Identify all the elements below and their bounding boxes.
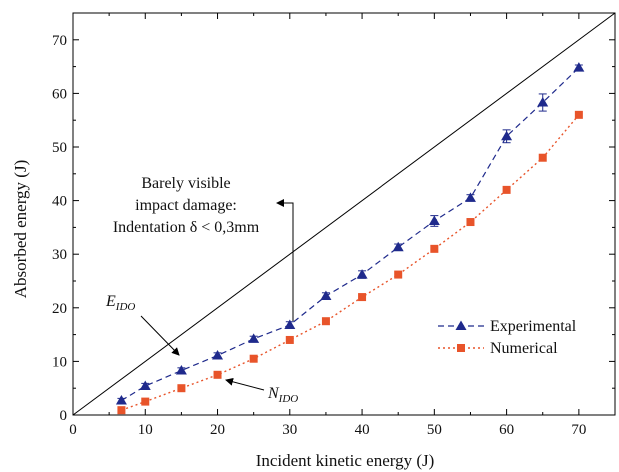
experimental-point — [428, 215, 440, 225]
experimental-point — [139, 380, 151, 391]
experimental-point — [320, 290, 332, 301]
x-axis-label: Incident kinetic energy (J) — [256, 451, 435, 470]
y-tick-label: 0 — [60, 408, 68, 424]
bvid-arrow — [276, 199, 294, 321]
eido-sub: IDO — [115, 301, 136, 313]
plot-frame — [72, 12, 616, 416]
y-tick-label: 30 — [52, 247, 67, 263]
y-tick-label: 20 — [52, 301, 67, 317]
y-axis-label: Absorbed energy (J) — [11, 160, 30, 298]
experimental-point — [464, 192, 476, 202]
experimental-point — [284, 319, 296, 329]
x-tick-label: 10 — [138, 422, 153, 438]
experimental-point — [212, 350, 224, 360]
x-tick-label: 20 — [210, 422, 225, 438]
x-tick-label: 30 — [282, 422, 297, 438]
x-tick-label: 70 — [571, 422, 586, 438]
reference-line — [72, 12, 616, 416]
experimental-point — [248, 333, 260, 343]
numerical-point — [141, 397, 150, 406]
experimental-point — [573, 62, 585, 72]
legend-numerical-label: Numerical — [490, 340, 558, 357]
y-tick-label: 10 — [52, 354, 67, 370]
nido-arrow — [225, 377, 265, 391]
numerical-point — [285, 335, 294, 344]
numerical-point — [538, 153, 547, 162]
numerical-point — [177, 384, 186, 393]
eido-label: EIDO — [105, 293, 135, 313]
experimental-point — [356, 269, 368, 279]
numerical-point — [394, 270, 403, 279]
bvid-annotation-line-1: Barely visible — [141, 175, 230, 192]
x-tick-label: 60 — [499, 422, 514, 438]
experimental-point — [175, 365, 187, 375]
x-tick-label: 0 — [69, 422, 77, 438]
numerical-point — [358, 293, 367, 302]
numerical-point — [213, 370, 222, 379]
nido-sub: IDO — [278, 393, 299, 405]
y-tick-label: 50 — [52, 140, 67, 156]
nido-main: N — [267, 385, 280, 402]
bvid-annotation-line-2: impact damage: — [135, 197, 237, 214]
y-tick-label: 60 — [52, 86, 67, 102]
legend: Experimental Numerical — [438, 318, 577, 357]
y-tick-label: 70 — [52, 33, 67, 49]
numerical-point — [466, 218, 475, 227]
eido-main: E — [105, 293, 116, 310]
series-numerical-line — [121, 114, 580, 411]
experimental-point — [392, 241, 404, 252]
numerical-point — [502, 185, 511, 194]
numerical-point — [430, 244, 439, 253]
nido-label: NIDO — [267, 385, 298, 405]
experimental-point — [501, 130, 513, 141]
x-tick-label: 40 — [355, 422, 370, 438]
legend-experimental-label: Experimental — [490, 318, 577, 335]
experimental-point — [537, 97, 549, 107]
series-experimental-line — [121, 67, 580, 402]
experimental-point — [115, 395, 127, 405]
numerical-point — [117, 406, 126, 415]
legend-experimental-marker — [455, 320, 467, 330]
numerical-point — [321, 317, 330, 326]
bvid-annotation-line-3: Indentation δ < 0,3mm — [113, 219, 260, 236]
x-tick-label: 50 — [427, 422, 442, 438]
numerical-point — [574, 110, 583, 119]
numerical-point — [249, 354, 258, 363]
y-tick-label: 40 — [52, 194, 67, 210]
legend-numerical-marker — [457, 344, 465, 352]
eido-arrow — [140, 315, 180, 356]
plot-area: 0 10 20 30 40 50 60 70 0 10 20 30 40 50 60 70 — [52, 12, 616, 438]
